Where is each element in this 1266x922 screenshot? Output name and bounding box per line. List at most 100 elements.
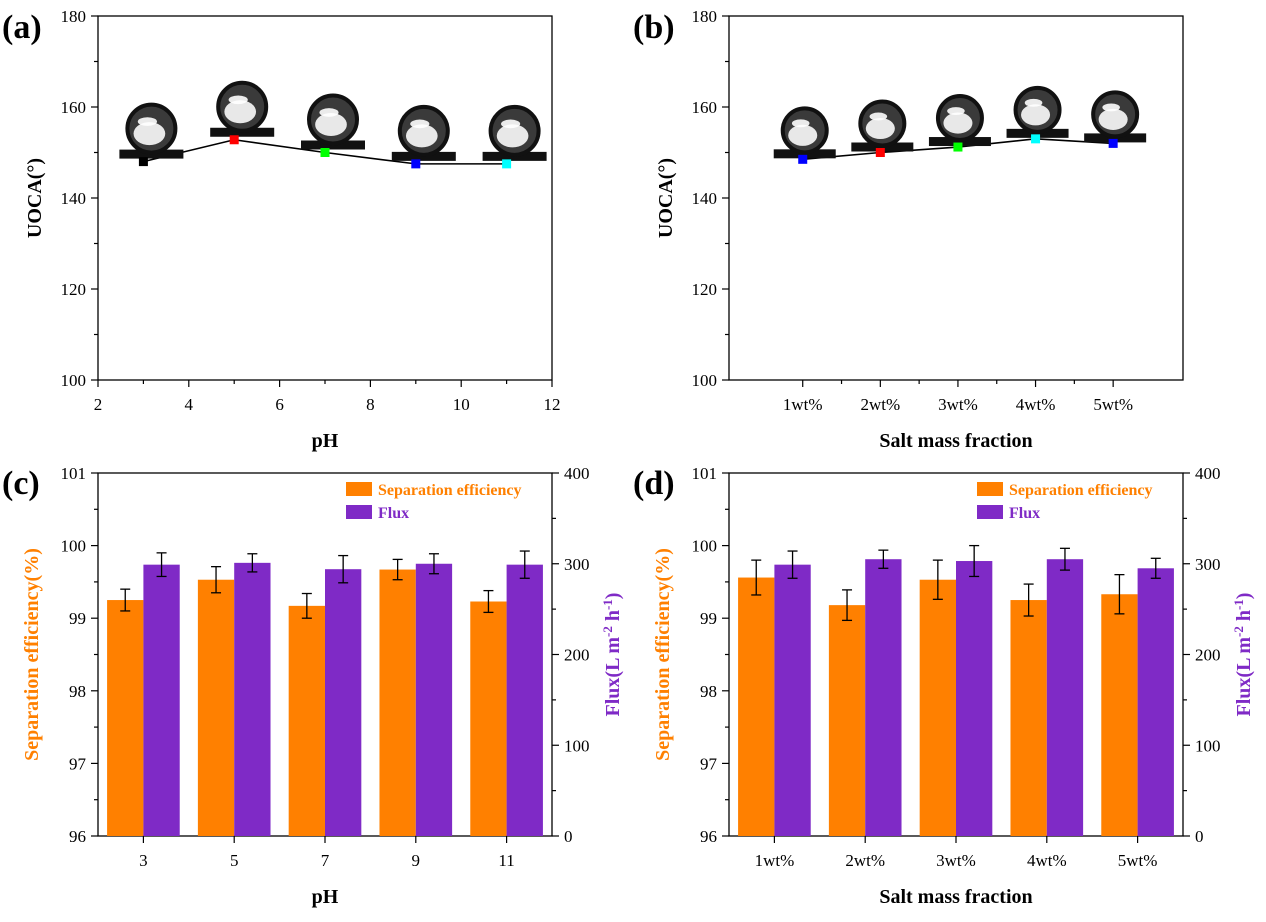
droplet-highlight <box>315 112 347 137</box>
data-point <box>953 142 963 152</box>
panel-label: (d) <box>633 465 675 502</box>
data-point <box>502 159 512 169</box>
y-tick-label: 96 <box>700 827 717 846</box>
bar-flux <box>1137 568 1174 836</box>
x-axis-title: Salt mass fraction <box>879 430 1032 452</box>
y2-tick-label: 400 <box>564 464 590 483</box>
droplet-photo <box>301 93 365 150</box>
droplet-photo <box>1006 85 1069 138</box>
droplet-glare <box>228 95 248 105</box>
y-tick-label: 100 <box>61 371 87 390</box>
x-tick-label: 2wt% <box>860 395 900 414</box>
panel-label: (b) <box>633 9 675 46</box>
droplet-highlight <box>1021 104 1051 126</box>
droplet-glare <box>869 112 888 121</box>
plot-frame <box>97 15 553 381</box>
droplet-photo <box>391 104 456 161</box>
x-tick-label: 3 <box>139 851 148 870</box>
bar-flux <box>143 564 180 836</box>
y-tick-label: 98 <box>700 682 717 701</box>
y-tick-label: 180 <box>692 7 718 26</box>
droplet-glare <box>947 107 965 115</box>
legend-label: Flux <box>1009 505 1040 522</box>
y-tick-label: 120 <box>692 280 718 299</box>
bar-separation-efficiency <box>1101 594 1138 836</box>
bar-separation-efficiency <box>828 605 866 836</box>
bar-flux <box>234 562 271 836</box>
y-tick-label: 96 <box>69 827 86 846</box>
legend-swatch-flux <box>346 505 372 519</box>
y2-tick-label: 300 <box>1195 555 1221 574</box>
x-tick-label: 8 <box>366 395 375 414</box>
droplet-glare <box>1024 98 1043 107</box>
droplet-highlight <box>224 100 257 124</box>
y-axis-title: Separation efficiency(%) <box>21 548 43 761</box>
y-axis-title: UOCA(°) <box>24 158 46 238</box>
y-tick-label: 100 <box>61 537 87 556</box>
legend-swatch-separation-efficiency <box>977 482 1003 496</box>
bar-separation-efficiency <box>919 579 956 836</box>
droplet-glare <box>410 119 430 129</box>
bar-separation-efficiency <box>1010 600 1047 836</box>
y-tick-label: 160 <box>692 98 718 117</box>
bar-flux <box>774 564 811 836</box>
legend-label: Separation efficiency <box>378 482 522 499</box>
droplet-highlight <box>865 117 895 140</box>
droplet-glare <box>1102 103 1120 112</box>
x-tick-label: 4wt% <box>1016 395 1056 414</box>
bar-flux <box>506 564 543 836</box>
y2-tick-label: 200 <box>1195 646 1221 665</box>
y-tick-label: 100 <box>692 371 718 390</box>
droplet-glare <box>137 117 157 126</box>
x-tick-label: 1wt% <box>755 851 795 870</box>
legend-swatch-flux <box>977 505 1003 519</box>
droplet-highlight <box>943 112 973 134</box>
y2-tick-label: 200 <box>564 646 590 665</box>
panel-label: (c) <box>2 465 40 502</box>
x-tick-label: 6 <box>275 395 284 414</box>
x-tick-label: 5wt% <box>1093 395 1133 414</box>
droplet-photo <box>119 102 184 159</box>
bar-separation-efficiency <box>470 601 507 836</box>
y-tick-label: 100 <box>692 537 718 556</box>
x-tick-label: 2wt% <box>845 851 885 870</box>
y-axis-title: UOCA(°) <box>655 158 677 238</box>
data-point <box>798 154 808 164</box>
data-point <box>138 157 148 167</box>
y-tick-label: 99 <box>69 609 86 628</box>
bar-flux <box>956 561 993 836</box>
droplet-highlight <box>1098 108 1128 130</box>
y-tick-label: 140 <box>692 189 718 208</box>
y-tick-label: 97 <box>69 754 87 773</box>
droplet-photo <box>773 106 836 159</box>
x-tick-label: 7 <box>321 851 330 870</box>
y2-axis-title: Flux(L m-2 h-1) <box>1231 593 1255 717</box>
droplet-highlight <box>496 124 529 148</box>
y2-tick-label: 100 <box>1195 736 1221 755</box>
y2-tick-label: 400 <box>1195 464 1221 483</box>
bar-separation-efficiency <box>379 569 416 836</box>
bar-separation-efficiency <box>288 605 325 836</box>
y-tick-label: 101 <box>692 464 718 483</box>
bar-separation-efficiency <box>107 600 144 836</box>
panel-label: (a) <box>2 9 42 46</box>
y2-tick-label: 0 <box>564 827 573 846</box>
y-tick-label: 97 <box>700 754 718 773</box>
droplet-photo <box>482 104 547 161</box>
droplet-photo <box>928 94 991 147</box>
x-tick-label: 4 <box>185 395 194 414</box>
droplet-highlight <box>788 124 818 146</box>
bar-separation-efficiency <box>738 577 775 836</box>
bar-separation-efficiency <box>197 579 235 836</box>
data-point <box>229 135 239 145</box>
x-tick-label: 3wt% <box>938 395 978 414</box>
y-tick-label: 120 <box>61 280 87 299</box>
y2-tick-label: 0 <box>1195 827 1204 846</box>
bar-flux <box>1046 559 1084 836</box>
x-tick-label: 2 <box>94 395 103 414</box>
droplet-highlight <box>133 122 166 146</box>
y2-axis-title: Flux(L m-2 h-1) <box>600 593 624 717</box>
x-tick-label: 11 <box>498 851 514 870</box>
droplet-photo <box>1084 90 1147 143</box>
droplet-glare <box>319 108 339 117</box>
